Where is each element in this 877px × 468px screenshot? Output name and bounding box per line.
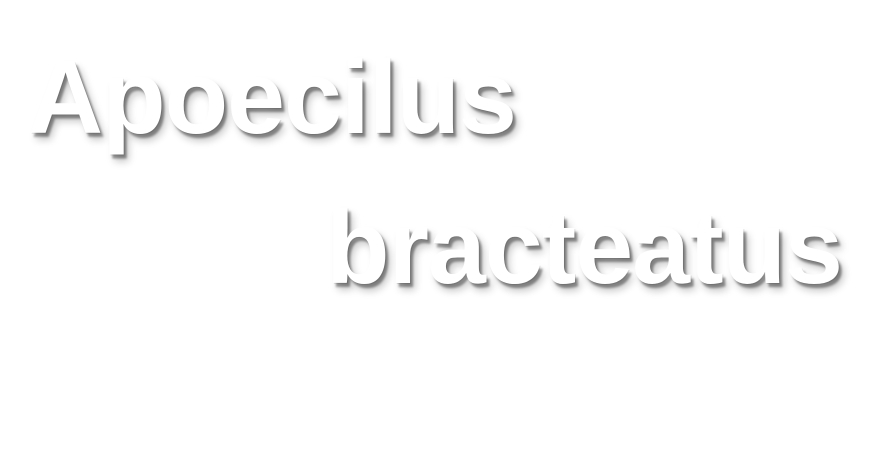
species-name-text: bracteatus bbox=[326, 190, 843, 306]
genus-name-text: Apoecilus bbox=[28, 40, 517, 156]
